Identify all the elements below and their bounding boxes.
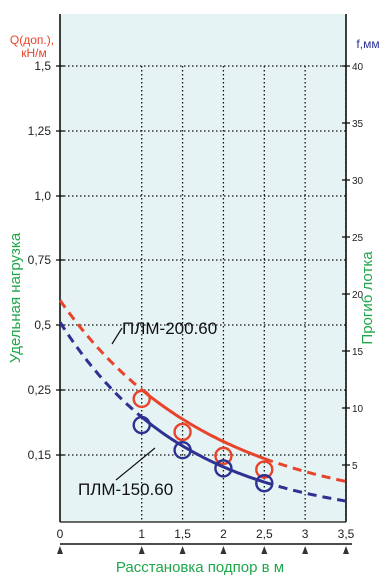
axes <box>59 14 352 545</box>
right-tick-label: 25 <box>352 233 364 244</box>
series-label-leader-blue <box>115 447 156 481</box>
series-1-point <box>132 415 151 435</box>
right-tick-label: 20 <box>352 290 364 301</box>
x-tick-marker <box>261 546 268 554</box>
series-0-point <box>173 422 192 442</box>
series-1-dashed-start <box>58 321 143 419</box>
series-0-point <box>214 446 233 466</box>
left-axis-title: Удельная нагрузка <box>7 232 24 363</box>
right-tick-label: 10 <box>352 404 364 415</box>
x-axis-title: Расстановка подпор в м <box>116 559 284 576</box>
x-tick-label: 1,5 <box>174 527 191 541</box>
series-0-point <box>132 389 151 409</box>
left-tick-label: 1,5 <box>34 59 51 73</box>
left-tick-label: 0,5 <box>34 318 51 332</box>
right-tick-label: 30 <box>352 176 364 187</box>
x-tick-marker <box>343 546 349 554</box>
series-label-leader-red <box>111 327 123 345</box>
series-label-plm-200: ПЛМ-200.60 <box>122 319 217 338</box>
plot-area-background <box>60 14 346 522</box>
left-tick-label: 0,25 <box>28 383 52 397</box>
x-tick-marker <box>179 546 186 554</box>
x-axis-ticks: 0 1 1,5 2 2,5 3 3,5 <box>57 527 355 554</box>
right-tick-label: 35 <box>352 119 364 130</box>
left-axis-unit-line2: кН/м <box>21 46 47 60</box>
series-1-point <box>173 440 192 460</box>
series-0-dashed-start <box>58 299 143 391</box>
x-tick-label: 2 <box>220 527 227 541</box>
left-tick-label: 0,15 <box>28 448 52 462</box>
left-axis-unit-line1: Q(доп.), <box>10 33 54 47</box>
x-tick-label: 2,5 <box>256 527 273 541</box>
x-tick-label: 3 <box>302 527 309 541</box>
series-group <box>58 299 347 503</box>
x-tick-marker <box>220 546 227 554</box>
series-label-plm-150: ПЛМ-150.60 <box>78 480 173 499</box>
right-axis-ticks: 5 10 15 20 25 30 35 40 <box>342 62 364 472</box>
left-tick-label: 1,25 <box>28 124 52 138</box>
right-tick-label: 15 <box>352 347 364 358</box>
right-tick-label: 40 <box>352 62 364 73</box>
left-axis-ticks: 0,15 0,25 0,5 0,75 1,0 1,25 1,5 <box>28 59 64 462</box>
right-tick-label: 5 <box>352 461 358 472</box>
x-tick-marker <box>138 546 145 554</box>
x-tick-label: 0 <box>57 527 64 541</box>
right-axis-unit: f,мм <box>356 37 379 51</box>
x-tick-label: 1 <box>138 527 145 541</box>
series-0-solid <box>140 388 265 461</box>
left-tick-label: 1,0 <box>34 189 51 203</box>
series-1-point <box>214 459 233 478</box>
x-tick-marker <box>57 546 63 554</box>
right-axis-title: Прогиб лотка <box>359 251 376 345</box>
left-tick-label: 0,75 <box>28 253 52 267</box>
x-tick-label: 3,5 <box>338 527 355 541</box>
series-0-point <box>255 460 274 479</box>
x-tick-marker <box>302 546 309 554</box>
series-1-solid <box>140 415 265 484</box>
series-1-point <box>255 474 274 493</box>
